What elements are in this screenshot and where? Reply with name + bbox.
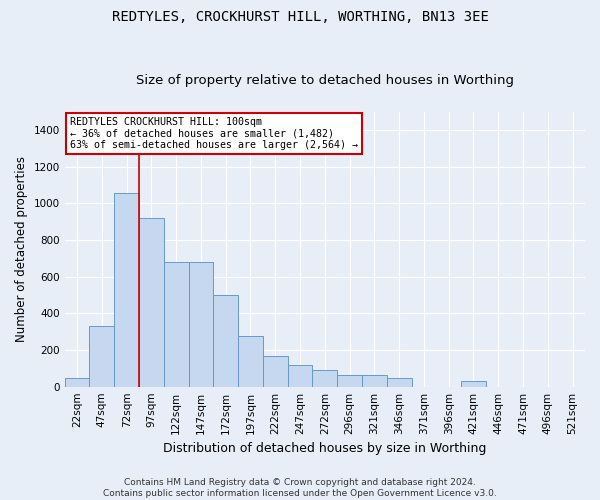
Bar — [362, 375, 387, 386]
Bar — [461, 381, 486, 386]
Bar — [89, 326, 114, 386]
Bar — [287, 364, 313, 386]
Bar — [214, 295, 238, 386]
Y-axis label: Number of detached properties: Number of detached properties — [15, 156, 28, 342]
Text: REDTYLES CROCKHURST HILL: 100sqm
← 36% of detached houses are smaller (1,482)
63: REDTYLES CROCKHURST HILL: 100sqm ← 36% o… — [70, 118, 358, 150]
Bar — [139, 218, 164, 386]
Bar — [65, 378, 89, 386]
Bar — [313, 370, 337, 386]
Bar — [263, 356, 287, 386]
Bar — [114, 194, 139, 386]
Bar — [238, 336, 263, 386]
Text: Contains HM Land Registry data © Crown copyright and database right 2024.
Contai: Contains HM Land Registry data © Crown c… — [103, 478, 497, 498]
Bar — [337, 375, 362, 386]
Text: REDTYLES, CROCKHURST HILL, WORTHING, BN13 3EE: REDTYLES, CROCKHURST HILL, WORTHING, BN1… — [112, 10, 488, 24]
Title: Size of property relative to detached houses in Worthing: Size of property relative to detached ho… — [136, 74, 514, 87]
Bar — [188, 262, 214, 386]
Bar — [387, 378, 412, 386]
Bar — [164, 262, 188, 386]
X-axis label: Distribution of detached houses by size in Worthing: Distribution of detached houses by size … — [163, 442, 487, 455]
